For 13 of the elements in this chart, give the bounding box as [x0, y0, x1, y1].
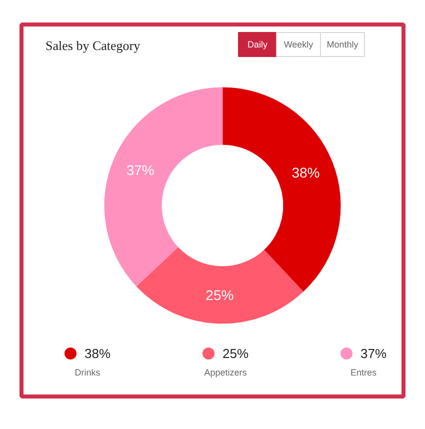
text: Weekly: [284, 40, 314, 50]
legend-label: Appetizers: [204, 368, 248, 378]
legend-label: Drinks: [74, 368, 101, 378]
data-label: 25%: [206, 286, 234, 303]
text: 25%: [222, 346, 249, 361]
legend-label: Entres: [350, 368, 378, 378]
text: Daily: [248, 40, 268, 50]
text: Monthly: [326, 40, 359, 50]
data-label: 37%: [126, 162, 154, 178]
chart-title: Sales by Category: [46, 38, 141, 53]
text: 37%: [360, 346, 387, 361]
data-label: 38%: [292, 164, 320, 181]
text: 38%: [84, 346, 111, 361]
